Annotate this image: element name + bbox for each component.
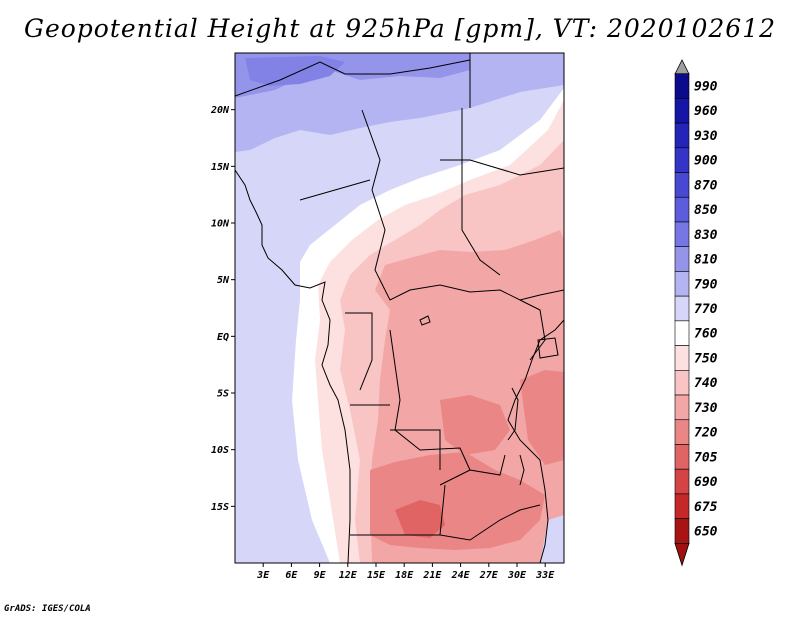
lon-tick-label: 6E xyxy=(285,570,298,581)
coastline-west-africa xyxy=(235,169,351,563)
map-title: Geopotential Height at 925hPa [gpm], VT:… xyxy=(23,14,777,43)
colorbar-swatch xyxy=(674,394,690,421)
colorbar-swatch xyxy=(674,196,690,223)
border-sahara xyxy=(235,53,471,201)
colorbar-label: 750 xyxy=(694,351,718,366)
lon-tick-label: 12E xyxy=(339,570,358,581)
colorbar-top-arrow xyxy=(674,59,690,75)
lat-tick-label: 5S xyxy=(217,389,229,400)
map-frame xyxy=(234,52,565,564)
lake-chad xyxy=(419,315,431,326)
colorbar-label: 930 xyxy=(694,129,718,144)
colorbar-label: 990 xyxy=(694,80,718,95)
colorbar-label: 770 xyxy=(694,302,718,317)
field-se-blue xyxy=(540,515,564,563)
colorbar-label: 870 xyxy=(694,178,718,193)
colorbar-swatch xyxy=(674,295,690,322)
colorbar-swatch xyxy=(674,271,690,297)
colorbar-label: 650 xyxy=(694,525,718,540)
border-central xyxy=(371,159,564,301)
field-south-blue xyxy=(235,460,300,563)
colorbar-bottom-arrow xyxy=(674,542,690,567)
colorbar-label: 790 xyxy=(694,277,718,292)
lon-tick-label: 3E xyxy=(256,570,270,581)
colorbar-label: 705 xyxy=(694,450,718,465)
colorbar-swatch xyxy=(674,73,690,99)
height-field xyxy=(235,53,564,563)
colorbar-swatch xyxy=(674,345,690,371)
colorbar-swatch xyxy=(674,370,690,396)
lat-tick-label: 5N xyxy=(217,275,230,286)
colorbar-label: 740 xyxy=(694,376,718,391)
field-north-darker-blue xyxy=(245,56,345,86)
coastlines-borders xyxy=(235,53,564,563)
lon-tick-label: 24E xyxy=(451,570,471,581)
colorbar-swatch xyxy=(674,246,690,272)
lon-tick-label: 9E xyxy=(314,570,327,581)
colorbar-swatch xyxy=(674,444,690,470)
lake-malawi xyxy=(519,454,525,486)
colorbar-label: 960 xyxy=(694,104,718,119)
colorbar: 990 960 930 900 870 850 830 810 790 770 760 750 740 7… xyxy=(674,59,718,567)
colorbar-swatch xyxy=(674,320,690,346)
colorbar-swatch xyxy=(674,468,690,495)
latitude-ticks: 20N 15N 10N 5N EQ 5S 10S 15S xyxy=(210,105,235,513)
field-red-mid-east xyxy=(520,370,564,465)
grads-credit: GrADS: IGES/COLA xyxy=(4,604,91,614)
colorbar-swatch xyxy=(674,147,690,173)
colorbar-swatch xyxy=(674,493,690,519)
lon-tick-label: 30E xyxy=(507,570,527,581)
colorbar-label: 675 xyxy=(694,500,718,515)
colorbar-label: 720 xyxy=(694,426,718,441)
border-southern xyxy=(350,404,541,541)
lon-tick-label: 18E xyxy=(395,570,414,581)
field-red-mid-center xyxy=(440,395,510,455)
colorbar-label: 760 xyxy=(694,327,718,342)
colorbar-label: 900 xyxy=(694,154,718,169)
lon-tick-label: 15E xyxy=(367,570,386,581)
colorbar-swatch xyxy=(674,518,690,544)
lon-tick-label: 21E xyxy=(422,570,442,581)
colorbar-label: 850 xyxy=(694,203,718,218)
colorbar-swatch xyxy=(674,172,690,198)
lake-victoria xyxy=(537,337,559,359)
lat-tick-label: 20N xyxy=(210,105,230,116)
colorbar-label: 810 xyxy=(694,253,718,268)
lat-tick-label: 10N xyxy=(211,219,230,230)
lat-tick-label: 15S xyxy=(211,502,229,513)
colorbar-label: 730 xyxy=(694,401,718,416)
lake-tanganyika xyxy=(507,387,519,441)
lat-tick-label: 10S xyxy=(211,445,229,456)
lat-tick-label: EQ xyxy=(217,332,229,343)
colorbar-swatch xyxy=(674,122,690,149)
field-red-deep xyxy=(395,500,445,538)
longitude-ticks: 3E 6E 9E 12E 15E 18E 21E 24E 27E 30E 33E xyxy=(256,563,555,581)
lat-tick-label: 15N xyxy=(211,162,230,173)
colorbar-label: 830 xyxy=(694,228,718,243)
colorbar-swatch xyxy=(674,419,690,445)
lon-tick-label: 27E xyxy=(479,570,499,581)
colorbar-swatch xyxy=(674,221,690,247)
lon-tick-label: 33E xyxy=(535,570,555,581)
colorbar-swatch xyxy=(674,98,690,124)
colorbar-label: 690 xyxy=(694,475,718,490)
